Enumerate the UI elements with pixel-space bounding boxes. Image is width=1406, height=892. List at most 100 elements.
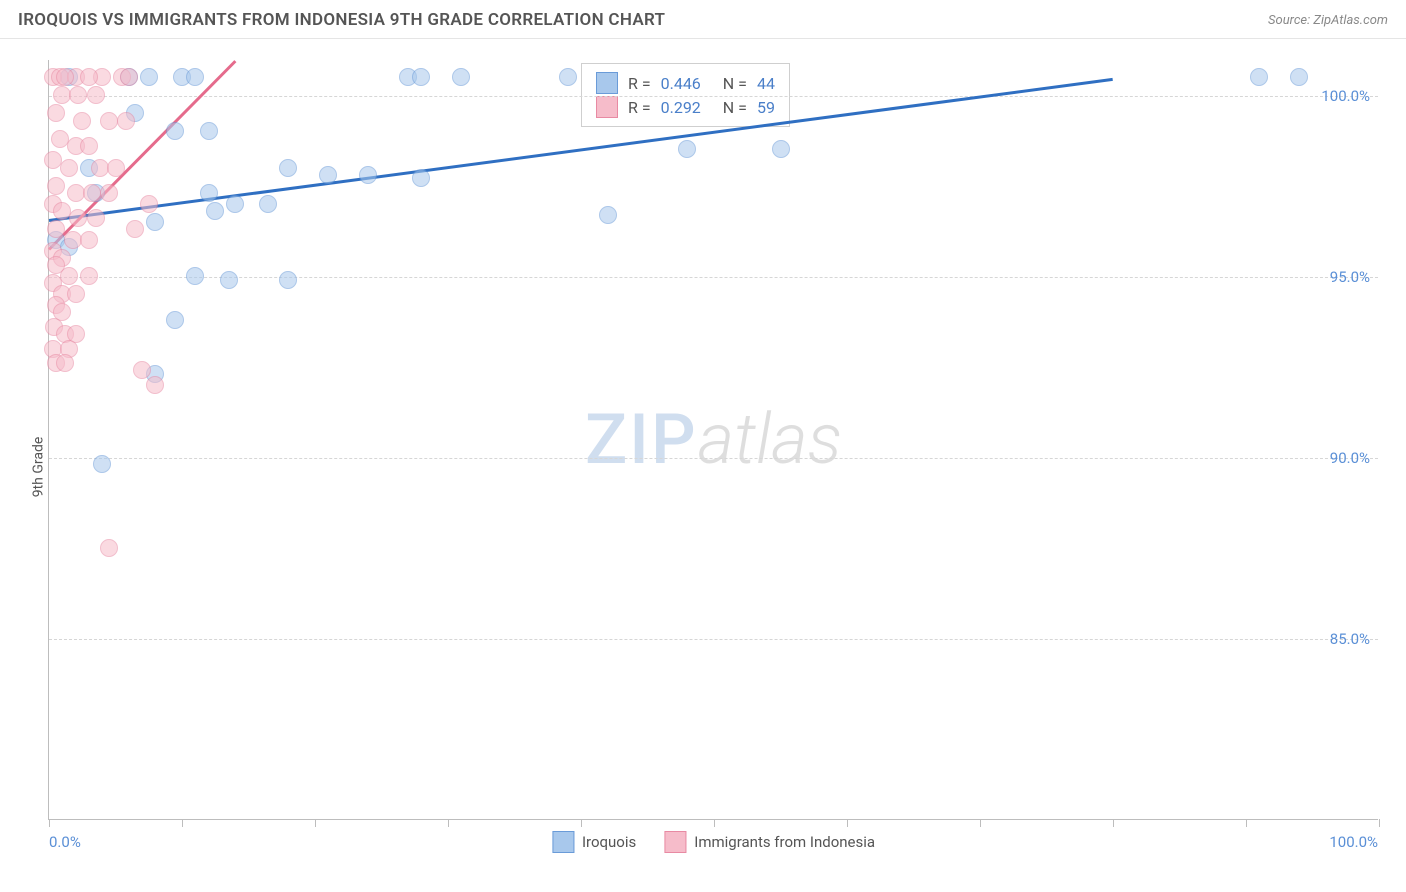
legend-item: Iroquois	[552, 831, 636, 853]
n-value: 44	[757, 74, 775, 93]
watermark: ZIPatlas	[585, 399, 842, 481]
gridline	[49, 96, 1378, 97]
n-label: N =	[723, 74, 747, 93]
scatter-point	[60, 159, 78, 177]
scatter-point	[126, 220, 144, 238]
chart-header: IROQUOIS VS IMMIGRANTS FROM INDONESIA 9T…	[0, 0, 1406, 39]
r-label: R =	[628, 74, 651, 93]
chart-title: IROQUOIS VS IMMIGRANTS FROM INDONESIA 9T…	[18, 10, 665, 30]
scatter-point	[60, 267, 78, 285]
scatter-point	[107, 159, 125, 177]
y-tick-label: 95.0%	[1330, 268, 1370, 286]
scatter-point	[120, 68, 138, 86]
scatter-point	[1250, 68, 1268, 86]
x-tick	[581, 819, 582, 827]
chart-area: 9th Grade ZIPatlas R =0.446N =44R =0.292…	[0, 42, 1406, 892]
gridline	[49, 458, 1378, 459]
series-legend: Iroquois Immigrants from Indonesia	[552, 831, 875, 853]
scatter-point	[279, 271, 297, 289]
scatter-point	[412, 169, 430, 187]
r-value: 0.292	[661, 98, 701, 117]
scatter-point	[93, 455, 111, 473]
scatter-point	[452, 68, 470, 86]
scatter-point	[186, 68, 204, 86]
scatter-point	[47, 104, 65, 122]
scatter-point	[772, 140, 790, 158]
scatter-point	[279, 159, 297, 177]
x-tick	[1246, 819, 1247, 827]
scatter-point	[69, 209, 87, 227]
r-label: R =	[628, 98, 651, 117]
r-value: 0.446	[661, 74, 701, 93]
scatter-point	[220, 271, 238, 289]
series-swatch	[596, 96, 618, 118]
x-tick	[980, 819, 981, 827]
scatter-point	[206, 202, 224, 220]
legend-item: Immigrants from Indonesia	[664, 831, 875, 853]
scatter-point	[412, 68, 430, 86]
x-tick	[714, 819, 715, 827]
n-value: 59	[757, 98, 775, 117]
x-tick	[49, 819, 50, 827]
scatter-point	[166, 122, 184, 140]
x-tick	[1113, 819, 1114, 827]
stat-row: R = 0.292 N = 59	[596, 96, 775, 118]
scatter-point	[319, 166, 337, 184]
series-swatch	[596, 72, 618, 94]
scatter-point	[259, 195, 277, 213]
legend-swatch	[552, 831, 574, 853]
scatter-point	[117, 112, 135, 130]
scatter-point	[226, 195, 244, 213]
y-tick-label: 85.0%	[1330, 630, 1370, 648]
x-axis-min-label: 0.0%	[49, 833, 81, 851]
watermark-part2: atlas	[698, 399, 842, 481]
scatter-point	[56, 354, 74, 372]
scatter-plot: ZIPatlas R =0.446N =44R =0.292N =59 Iroq…	[48, 60, 1378, 820]
scatter-point	[100, 112, 118, 130]
scatter-point	[200, 184, 218, 202]
scatter-point	[359, 166, 377, 184]
x-tick	[847, 819, 848, 827]
scatter-point	[87, 209, 105, 227]
scatter-point	[200, 122, 218, 140]
scatter-point	[100, 184, 118, 202]
scatter-point	[69, 86, 87, 104]
scatter-point	[100, 539, 118, 557]
scatter-point	[599, 206, 617, 224]
x-tick	[1379, 819, 1380, 827]
scatter-point	[133, 361, 151, 379]
scatter-point	[186, 267, 204, 285]
scatter-point	[47, 220, 65, 238]
y-tick-label: 100.0%	[1321, 87, 1370, 105]
watermark-part1: ZIP	[585, 399, 698, 481]
scatter-point	[146, 213, 164, 231]
stat-row: R = 0.446 N = 44	[596, 72, 775, 94]
legend-swatch	[664, 831, 686, 853]
x-axis-max-label: 100.0%	[1329, 833, 1378, 851]
scatter-point	[67, 285, 85, 303]
y-tick-label: 90.0%	[1330, 449, 1370, 467]
correlation-stats-box: R = 0.446 N = 44 R = 0.292 N = 59	[581, 63, 790, 127]
scatter-point	[166, 311, 184, 329]
scatter-point	[140, 195, 158, 213]
legend-label: Iroquois	[582, 833, 636, 851]
gridline	[49, 639, 1378, 640]
scatter-point	[140, 68, 158, 86]
scatter-point	[80, 68, 98, 86]
scatter-point	[559, 68, 577, 86]
scatter-point	[83, 184, 101, 202]
scatter-point	[80, 267, 98, 285]
n-label: N =	[723, 98, 747, 117]
scatter-point	[80, 231, 98, 249]
scatter-point	[1290, 68, 1308, 86]
scatter-point	[47, 177, 65, 195]
x-tick	[315, 819, 316, 827]
scatter-point	[80, 137, 98, 155]
scatter-point	[678, 140, 696, 158]
legend-label: Immigrants from Indonesia	[694, 833, 875, 851]
x-tick	[182, 819, 183, 827]
gridline	[49, 277, 1378, 278]
x-tick	[448, 819, 449, 827]
scatter-point	[73, 112, 91, 130]
scatter-point	[146, 376, 164, 394]
